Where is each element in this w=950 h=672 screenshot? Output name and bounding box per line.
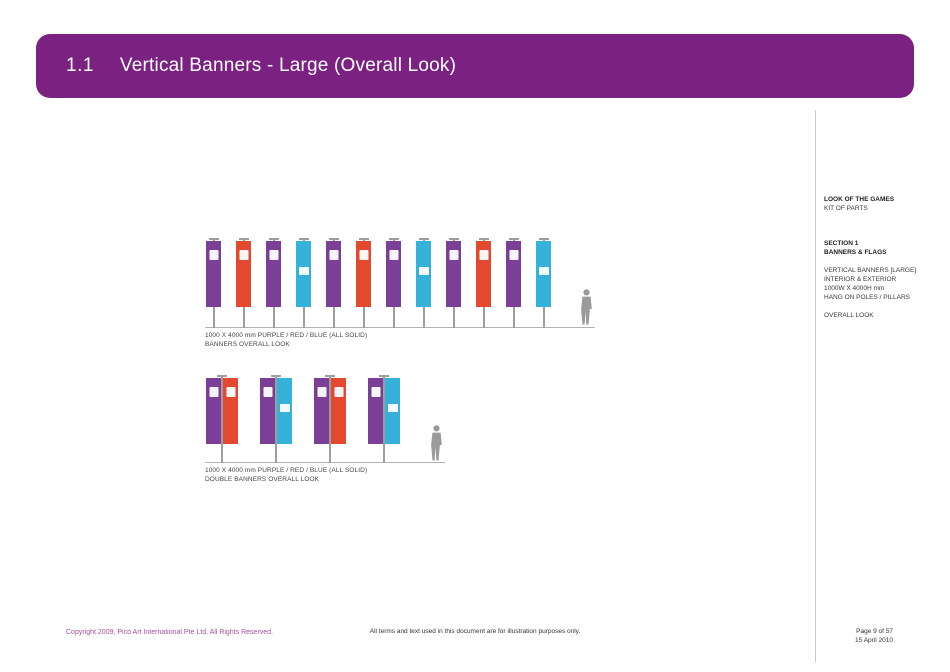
- banner-emblem: [226, 387, 235, 397]
- banner-purple: [446, 241, 461, 307]
- banner-blue: [416, 241, 431, 307]
- page-info: Page 9 of 57 15 April 2010: [855, 628, 893, 645]
- banner-emblem: [317, 387, 326, 397]
- figure-caption-spec: 1000 X 4000 mm PURPLE / RED / BLUE (ALL …: [205, 467, 368, 474]
- ground-line: [205, 462, 445, 463]
- banner-purple: [386, 241, 401, 307]
- person-silhouette-icon: [581, 289, 592, 325]
- banner-red: [223, 378, 238, 444]
- section-header-banner: 1.1 Vertical Banners - Large (Overall Lo…: [36, 34, 914, 98]
- banner-blue: [296, 241, 311, 307]
- banner-emblem: [209, 250, 218, 260]
- banner-emblem: [479, 250, 488, 260]
- banner-pole-unit: [415, 238, 432, 328]
- banner-emblem: [334, 387, 343, 397]
- figure-caption-spec: 1000 X 4000 mm PURPLE / RED / BLUE (ALL …: [205, 332, 368, 339]
- spec-line: VERTICAL BANNERS [LARGE]: [824, 267, 917, 274]
- page-date: 15 April 2010: [855, 636, 893, 644]
- banner-purple: [506, 241, 521, 307]
- banner-emblem: [329, 250, 338, 260]
- banner-pole-unit: [475, 238, 492, 328]
- section-label: SECTION 1: [824, 240, 859, 247]
- banner-pole-unit: [235, 238, 252, 328]
- sidebar-divider-line: [815, 110, 816, 662]
- banner-purple: [260, 378, 275, 444]
- doc-title: LOOK OF THE GAMES: [824, 196, 895, 203]
- page-title: Vertical Banners - Large (Overall Look): [119, 55, 457, 76]
- banner-blue: [277, 378, 292, 444]
- banner-emblem: [359, 250, 368, 260]
- banner-red: [476, 241, 491, 307]
- view-label: OVERALL LOOK: [824, 312, 874, 319]
- banner-pole-unit: [313, 375, 347, 463]
- banner-emblem: [538, 267, 549, 275]
- banner-illustration: [205, 238, 595, 328]
- figure-caption-title: DOUBLE BANNERS OVERALL LOOK: [205, 475, 320, 483]
- person-silhouette-icon: [431, 425, 442, 461]
- banner-pole: [379, 375, 389, 463]
- spec-line: HANG ON POLES / PILLARS: [824, 294, 910, 301]
- banner-red: [331, 378, 346, 444]
- banner-purple: [314, 378, 329, 444]
- spec-line: 1000W X 4000H mm: [824, 285, 885, 292]
- banner-pole: [325, 375, 335, 463]
- banner-emblem: [509, 250, 518, 260]
- banner-purple: [206, 378, 221, 444]
- banner-pole-unit: [385, 238, 402, 328]
- banner-pole: [217, 375, 227, 463]
- banner-pole-unit: [367, 375, 401, 463]
- banner-pole-unit: [505, 238, 522, 328]
- banner-blue: [385, 378, 400, 444]
- figure-single-banners: 1000 X 4000 mm PURPLE / RED / BLUE (ALL …: [205, 238, 595, 349]
- banner-red: [356, 241, 371, 307]
- banner-emblem: [279, 404, 290, 412]
- figure-caption-title: BANNERS OVERALL LOOK: [205, 340, 290, 348]
- banner-emblem: [239, 250, 248, 260]
- banner-red: [236, 241, 251, 307]
- banner-purple: [326, 241, 341, 307]
- banner-emblem: [298, 267, 309, 275]
- banner-pole: [271, 375, 281, 463]
- banner-emblem: [418, 267, 429, 275]
- page-number: Page 9 of 57: [856, 628, 893, 635]
- banner-purple: [266, 241, 281, 307]
- banner-emblem: [389, 250, 398, 260]
- banner-pole-unit: [535, 238, 552, 328]
- banner-pole-unit: [445, 238, 462, 328]
- section-name: BANNERS & FLAGS: [824, 249, 887, 256]
- banner-emblem: [449, 250, 458, 260]
- banner-purple: [368, 378, 383, 444]
- banner-emblem: [269, 250, 278, 260]
- figure-double-banners: 1000 X 4000 mm PURPLE / RED / BLUE (ALL …: [205, 375, 445, 484]
- banner-pole-unit: [205, 375, 239, 463]
- banner-purple: [206, 241, 221, 307]
- banner-blue: [536, 241, 551, 307]
- banner-emblem: [371, 387, 380, 397]
- ground-line: [205, 327, 595, 328]
- banner-emblem: [387, 404, 398, 412]
- doc-subtitle: KIT OF PARTS: [824, 205, 868, 212]
- copyright-text: Copyright 2009, Pico Art International P…: [66, 629, 274, 636]
- disclaimer-text: All terms and text used in this document…: [369, 628, 581, 635]
- banner-pole-unit: [265, 238, 282, 328]
- banner-pole-unit: [205, 238, 222, 328]
- section-number: 1.1: [66, 55, 94, 76]
- banner-pole-unit: [325, 238, 342, 328]
- banner-pole-unit: [295, 238, 312, 328]
- banner-pole-unit: [259, 375, 293, 463]
- sidebar: LOOK OF THE GAMES KIT OF PARTS SECTION 1…: [824, 195, 944, 320]
- banner-illustration: [205, 375, 445, 463]
- banner-pole-unit: [355, 238, 372, 328]
- banner-emblem: [263, 387, 272, 397]
- spec-line: INTERIOR & EXTERIOR: [824, 276, 897, 283]
- banner-emblem: [209, 387, 218, 397]
